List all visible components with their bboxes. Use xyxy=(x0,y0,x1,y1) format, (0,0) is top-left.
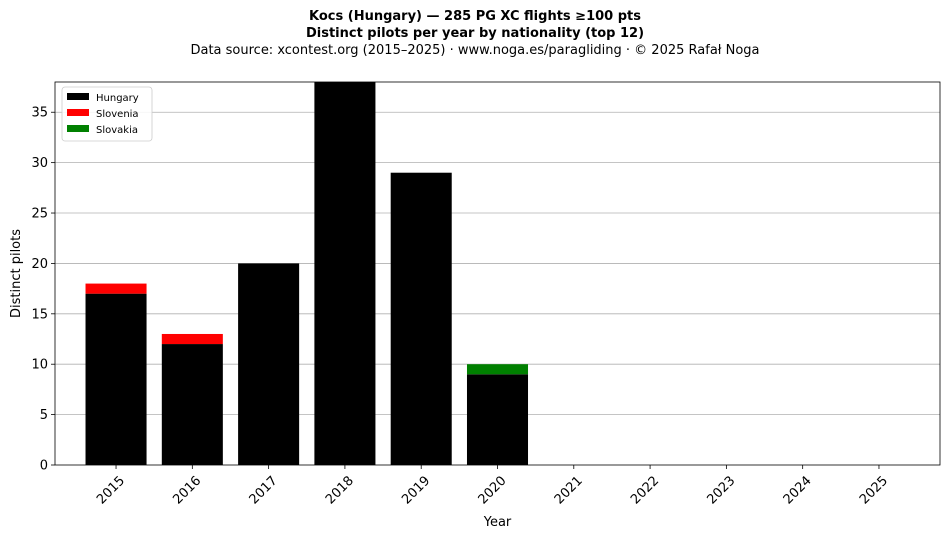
x-axis-label: Year xyxy=(483,515,512,530)
bar-slovakia-2020 xyxy=(466,364,529,375)
x-tick-label: 2015 xyxy=(94,473,128,507)
y-tick-label: 0 xyxy=(40,459,48,474)
x-tick-label: 2018 xyxy=(323,473,357,507)
x-tick-label: 2020 xyxy=(476,473,510,507)
bar-slovenia-2016 xyxy=(161,333,223,345)
legend-label-hungary: Hungary xyxy=(96,93,139,104)
y-axis-label: Distinct pilots xyxy=(9,229,24,318)
bar-slovenia-2015 xyxy=(85,283,147,294)
bar-hungary-2017 xyxy=(238,263,300,465)
legend-label-slovakia: Slovakia xyxy=(96,125,138,136)
bar-hungary-2018 xyxy=(314,82,376,465)
chart-title-block: Kocs (Hungary) — 285 PG XC flights ≥100 … xyxy=(0,8,950,59)
y-tick-label: 20 xyxy=(31,257,48,272)
x-tick-label: 2025 xyxy=(857,473,891,507)
chart-subtitle: Distinct pilots per year by nationality … xyxy=(305,26,645,41)
x-tick-label: 2023 xyxy=(704,473,738,507)
y-tick-label: 10 xyxy=(31,358,48,373)
y-tick-label: 25 xyxy=(31,207,48,222)
x-tick-label: 2019 xyxy=(399,473,433,507)
bar-hungary-2015 xyxy=(85,293,147,465)
bar-hungary-2020 xyxy=(466,374,529,465)
y-tick-label: 30 xyxy=(31,156,48,171)
chart-source: Data source: xcontest.org (2015–2025) · … xyxy=(190,43,760,58)
x-tick-label: 2024 xyxy=(781,473,815,507)
legend-label-slovenia: Slovenia xyxy=(96,109,139,120)
y-tick-label: 15 xyxy=(31,307,48,322)
legend-swatch-slovakia xyxy=(67,125,89,132)
x-tick-label: 2021 xyxy=(552,473,586,507)
bar-hungary-2019 xyxy=(390,172,452,466)
legend-swatch-hungary xyxy=(67,93,89,100)
x-tick-label: 2017 xyxy=(247,473,281,507)
x-tick-label: 2022 xyxy=(628,473,662,507)
chart-title: Kocs (Hungary) — 285 PG XC flights ≥100 … xyxy=(309,9,641,24)
bar-hungary-2016 xyxy=(161,344,223,465)
legend-swatch-slovenia xyxy=(67,109,89,116)
y-tick-label: 5 xyxy=(40,408,48,423)
y-tick-label: 35 xyxy=(31,106,48,121)
x-tick-label: 2016 xyxy=(170,473,204,507)
